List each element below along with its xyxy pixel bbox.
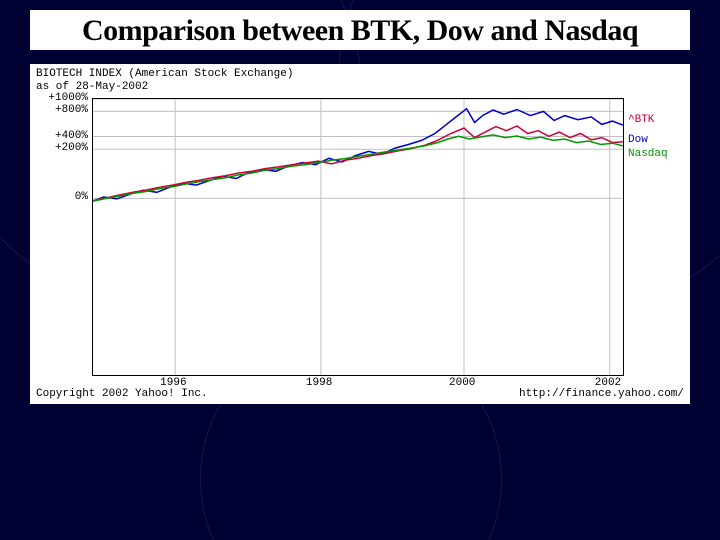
x-tick-label: 2000 [449,377,475,389]
series-line-nasdaq [93,135,623,201]
y-tick-label: +400% [33,131,88,142]
y-tick-label: +200% [33,143,88,154]
chart-footer-url: http://finance.yahoo.com/ [519,388,684,400]
y-tick-label: +800% [33,105,88,116]
chart-header-line1: BIOTECH INDEX (American Stock Exchange) [36,68,293,80]
slide: Comparison between BTK, Dow and Nasdaq B… [0,0,720,540]
page-title: Comparison between BTK, Dow and Nasdaq [30,10,690,50]
chart-container: BIOTECH INDEX (American Stock Exchange) … [30,64,690,404]
legend-item: Dow [628,134,648,147]
y-tick-label: 0% [33,192,88,203]
plot-frame [92,98,624,376]
legend-item: ^BTK [628,114,654,127]
y-tick-label: +1000% [33,93,88,104]
plot-canvas [93,99,623,375]
chart-footer-copyright: Copyright 2002 Yahoo! Inc. [36,388,208,400]
legend-item: Nasdaq [628,148,668,161]
chart-header: BIOTECH INDEX (American Stock Exchange) … [36,68,293,94]
x-tick-label: 1998 [306,377,332,389]
